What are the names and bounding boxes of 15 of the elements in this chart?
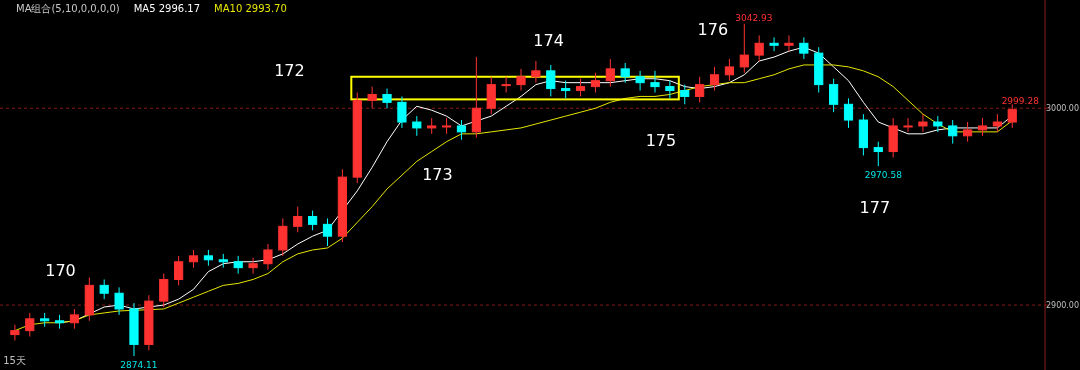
annotation: 2999.28: [1001, 95, 1040, 106]
annotation: 2874.11: [120, 360, 158, 370]
annotation: 170: [45, 260, 76, 280]
annotation: 175: [645, 131, 677, 151]
legend: MA组合(5,10,0,0,0,0) MA5 2996.17 MA10 2993.70: [16, 3, 287, 14]
annotation: 15天: [3, 355, 26, 367]
y-tick-label: 3000.00: [1045, 104, 1080, 114]
annotation: 177: [859, 197, 891, 217]
annotation: 173: [422, 164, 453, 184]
annotation: 174: [533, 31, 564, 51]
y-tick-label: 2900.00: [1045, 301, 1080, 311]
annotation: 2970.58: [864, 170, 903, 181]
annotation: 172: [274, 60, 305, 80]
annotation: 3042.93: [735, 12, 773, 23]
annotation: 176: [697, 20, 729, 40]
